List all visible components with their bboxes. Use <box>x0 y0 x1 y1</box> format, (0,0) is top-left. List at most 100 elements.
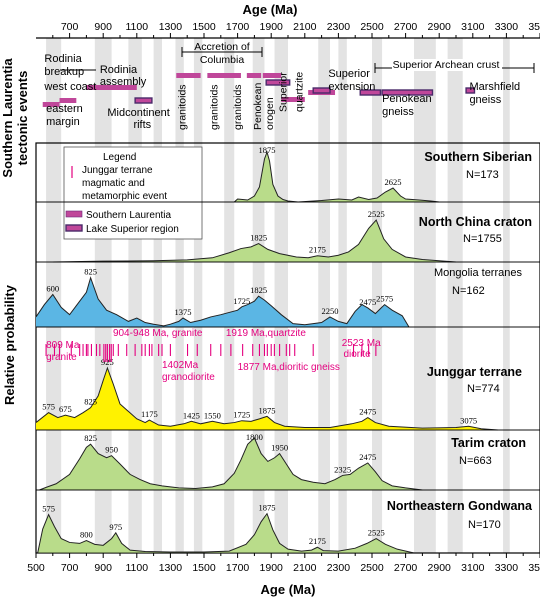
series-area <box>39 438 423 490</box>
peak-label: 2175 <box>309 536 326 546</box>
southern-laurentia-bar <box>59 98 77 103</box>
top-tick-label: 900 <box>94 21 112 33</box>
top-tick-label: 1500 <box>192 21 216 33</box>
tectonic-label: extension <box>328 81 375 93</box>
junggar-annotation: granodiorite <box>162 372 215 383</box>
junggar-annotation: diorite <box>343 349 371 360</box>
grey-band <box>447 38 463 553</box>
peak-label: 2325 <box>334 464 351 474</box>
tectonic-vertical-label: Penokean <box>252 83 264 130</box>
top-tick-label: 700 <box>61 21 79 33</box>
bottom-tick-label: 3300 <box>495 562 519 574</box>
grey-bands <box>46 38 510 553</box>
peak-label: 1725 <box>233 410 250 420</box>
peak-label: 950 <box>105 445 118 455</box>
peak-label: 2525 <box>368 209 385 219</box>
grey-band <box>414 38 436 553</box>
tectonic-bars <box>42 73 476 107</box>
svg-text:Southern Laurentia: Southern Laurentia <box>0 58 15 178</box>
tectonic-label: eastern <box>46 103 83 115</box>
series-n-label: N=170 <box>468 519 501 531</box>
legend-entry-junggar: Junggar terrane <box>82 165 153 176</box>
peak-label: 2625 <box>385 177 402 187</box>
svg-text:Columbia: Columbia <box>200 54 245 66</box>
top-axis-label: Age (Ma) <box>243 2 298 17</box>
legend: Legend Junggar terrane magmatic and meta… <box>63 146 203 240</box>
lake-superior-bar <box>359 89 382 96</box>
top-tick-label: 1300 <box>159 21 183 33</box>
tectonic-label: gneiss <box>469 94 501 106</box>
accretion-bracket: Accretion of Columbia <box>181 41 263 66</box>
bottom-tick-label: 700 <box>61 562 79 574</box>
series-name: Mongolia terranes <box>434 267 523 279</box>
peak-label: 2475 <box>359 297 376 307</box>
tectonic-ylabel: Southern Laurentia tectonic events <box>0 58 30 178</box>
junggar-annotation: 904-948 Ma, granite <box>113 328 203 339</box>
tectonic-vertical-label: orogen <box>264 97 276 130</box>
svg-text:Superior Archean crust: Superior Archean crust <box>393 59 500 71</box>
superior-archean-bracket: Superior Archean crust <box>374 59 535 73</box>
grey-band <box>372 38 383 553</box>
bottom-axis: 500 700 900 1100 1300 1500 1700 1900 2100 2300 250… <box>27 553 540 597</box>
peak-label: 600 <box>46 284 59 294</box>
bottom-tick-label: 900 <box>94 562 112 574</box>
southern-laurentia-bar <box>176 73 201 78</box>
peak-label: 2175 <box>309 245 326 255</box>
series-n-label: N=1755 <box>463 233 502 245</box>
junggar-annotation: 1402Ma <box>162 360 199 371</box>
bottom-tick-label: 1500 <box>192 562 216 574</box>
bottom-tick-label: 2700 <box>394 562 418 574</box>
peak-label: 1875 <box>259 503 276 513</box>
bottom-tick-label: 1300 <box>159 562 183 574</box>
peak-label: 2525 <box>368 528 385 538</box>
tectonic-label: gneiss <box>382 106 414 118</box>
bottom-tick-label: 3100 <box>461 562 485 574</box>
bottom-axis-label: Age (Ma) <box>261 582 316 597</box>
grey-band <box>224 38 235 553</box>
bottom-tick-label: 3500 <box>528 562 540 574</box>
junggar-annotation: 1919 Ma,quartzite <box>226 328 306 339</box>
grey-band <box>193 38 203 553</box>
svg-text:Accretion of: Accretion of <box>194 41 250 53</box>
junggar-annotation: granite <box>46 352 77 363</box>
tectonic-vertical-label: granitoids <box>177 84 189 130</box>
grey-band <box>175 38 184 553</box>
top-tick-label: 3500 <box>528 21 540 33</box>
tectonic-vertical-label: granitoids <box>208 84 220 130</box>
series-area <box>234 152 440 202</box>
grey-band <box>338 38 347 553</box>
peak-label: 1425 <box>183 410 200 420</box>
series-outline <box>35 366 499 431</box>
lake-superior-bar <box>465 87 476 94</box>
top-tick-label: 2100 <box>293 21 317 33</box>
svg-text:tectonic events: tectonic events <box>15 71 30 166</box>
peak-label: 1875 <box>259 145 276 155</box>
top-axis: 700 900 1100 1300 1500 1700 1900 2100 2300 2500 27… <box>36 2 540 39</box>
tectonic-label: rifts <box>133 119 151 131</box>
peak-label: 1800 <box>246 432 263 442</box>
grey-band <box>503 38 510 553</box>
legend-entry-magmatic: magmatic and <box>82 178 145 189</box>
tectonic-label: assembly <box>100 76 147 88</box>
series-name: North China craton <box>419 215 532 229</box>
series-name: Junggar terrane <box>427 365 522 379</box>
tectonic-label: Superior <box>328 68 370 80</box>
series-outline <box>39 437 423 491</box>
series-n-label: N=774 <box>467 383 500 395</box>
tectonic-label: breakup <box>44 66 84 78</box>
legend-entry-southern-laurentia: Southern Laurentia <box>86 210 172 221</box>
peak-label: 1875 <box>259 405 276 415</box>
top-tick-label: 3100 <box>461 21 485 33</box>
bottom-tick-label: 500 <box>27 562 45 574</box>
peak-label: 800 <box>80 530 93 540</box>
lake-superior-bar <box>134 97 153 104</box>
southern-laurentia-bar <box>207 73 241 78</box>
series-area <box>36 368 498 430</box>
series-outline <box>37 512 415 554</box>
tectonic-vertical-label: granitoids <box>232 84 244 130</box>
peak-label: 1950 <box>271 443 288 453</box>
top-tick-label: 3300 <box>495 21 519 33</box>
series-name: Tarim craton <box>451 436 526 450</box>
lake-superior-bar <box>265 79 291 86</box>
